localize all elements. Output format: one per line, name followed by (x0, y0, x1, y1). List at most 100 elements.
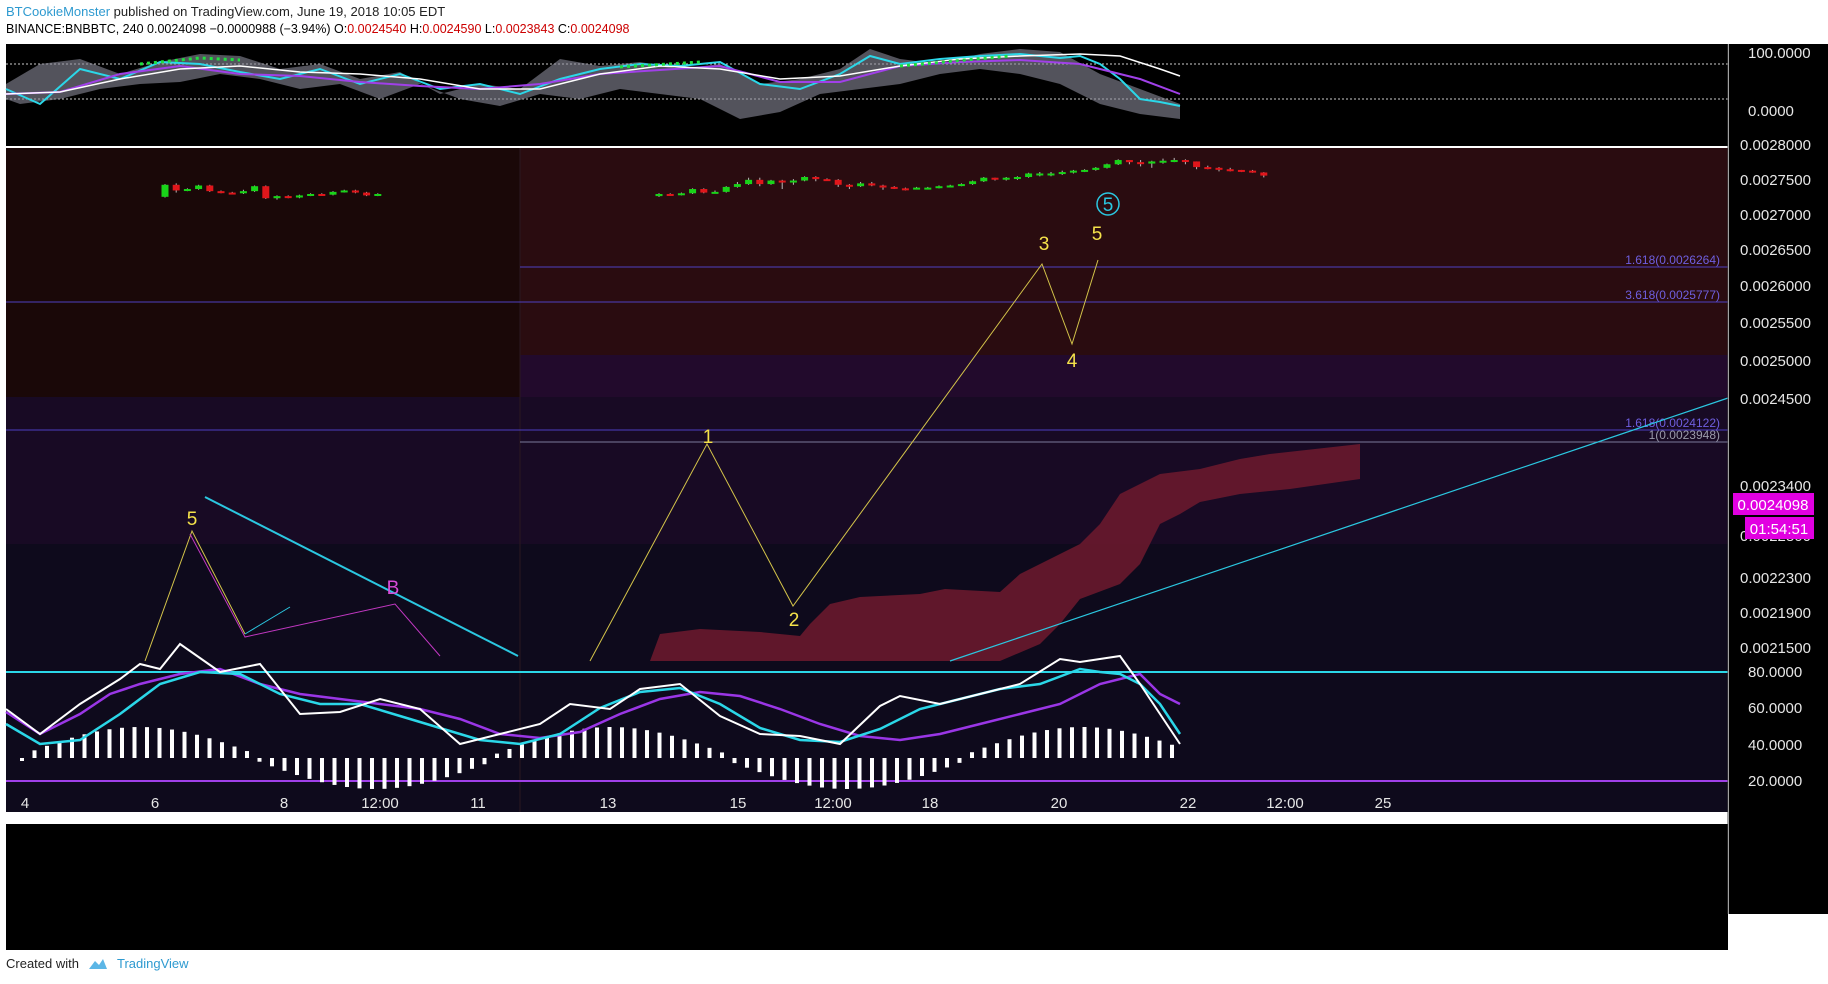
candle[interactable] (767, 180, 775, 185)
candle[interactable] (161, 184, 169, 197)
candle[interactable] (801, 177, 809, 181)
candle[interactable] (722, 186, 730, 192)
candle[interactable] (1047, 173, 1055, 176)
candle[interactable] (969, 181, 977, 185)
histogram-bar (920, 758, 924, 777)
candle[interactable] (1193, 161, 1201, 168)
candle[interactable] (262, 186, 270, 199)
candle[interactable] (700, 189, 708, 193)
candle[interactable] (251, 186, 259, 192)
candle[interactable] (1159, 160, 1167, 163)
time-axis[interactable] (6, 914, 1728, 950)
candle[interactable] (1103, 164, 1111, 168)
candle[interactable] (1092, 167, 1100, 170)
candle[interactable] (1058, 172, 1066, 175)
impulse-wave-path (589, 259, 1099, 662)
countdown-tag (1745, 517, 1814, 539)
candle[interactable] (1125, 160, 1133, 163)
candle[interactable] (1215, 167, 1223, 170)
candle[interactable] (1013, 177, 1021, 180)
candle[interactable] (1025, 173, 1033, 178)
candle[interactable] (1069, 170, 1077, 173)
candles[interactable] (161, 157, 1268, 200)
candle[interactable] (228, 192, 236, 195)
candle[interactable] (318, 193, 326, 196)
candle[interactable] (1204, 167, 1212, 170)
candle[interactable] (239, 191, 247, 194)
candle[interactable] (363, 192, 371, 196)
candle[interactable] (1181, 160, 1189, 163)
candle[interactable] (295, 195, 303, 198)
candle[interactable] (374, 193, 382, 196)
candle[interactable] (1081, 169, 1089, 172)
histogram-bar (120, 727, 124, 758)
candle[interactable] (733, 184, 741, 187)
upper-osc-dots (139, 56, 241, 66)
candle[interactable] (172, 184, 180, 191)
candle[interactable] (845, 184, 853, 187)
candle[interactable] (1226, 169, 1234, 172)
time-tick-label: 20 (1051, 795, 1068, 812)
candle[interactable] (1114, 160, 1122, 165)
candle[interactable] (195, 185, 203, 190)
candle[interactable] (1137, 162, 1145, 165)
high-value: 0.0024590 (422, 22, 482, 36)
candle[interactable] (1260, 172, 1268, 176)
candle[interactable] (913, 187, 921, 190)
candle[interactable] (935, 186, 943, 189)
histogram-bar (1007, 739, 1012, 758)
histogram-bar (795, 758, 799, 784)
candle[interactable] (756, 179, 764, 185)
candle[interactable] (711, 191, 719, 194)
candle[interactable] (183, 189, 191, 192)
tradingview-link[interactable]: TradingView (116, 956, 189, 971)
candle[interactable] (890, 186, 898, 189)
candle[interactable] (677, 193, 685, 196)
candle[interactable] (273, 196, 281, 199)
histogram-bar (145, 727, 149, 758)
candle[interactable] (991, 177, 999, 180)
candle[interactable] (901, 188, 909, 191)
descending-trendline[interactable] (204, 496, 519, 657)
candle[interactable] (980, 177, 988, 182)
candle[interactable] (1249, 170, 1257, 173)
candle[interactable] (329, 191, 337, 195)
candle[interactable] (778, 180, 786, 183)
histogram-bar (107, 729, 112, 758)
candle[interactable] (307, 193, 315, 196)
ascending-trendline[interactable] (949, 397, 1729, 662)
fib-label: 1.618(0.0026264) (1625, 253, 1720, 267)
candle[interactable] (1237, 169, 1245, 172)
candle[interactable] (868, 183, 876, 186)
candle[interactable] (823, 179, 831, 182)
histogram-bar (757, 758, 762, 773)
candle[interactable] (655, 193, 663, 197)
candle[interactable] (666, 193, 674, 196)
candle[interactable] (879, 185, 887, 188)
candle[interactable] (957, 184, 965, 187)
trendlines[interactable] (144, 259, 1729, 662)
candle[interactable] (1148, 161, 1156, 164)
candle[interactable] (924, 187, 932, 190)
candle[interactable] (206, 185, 214, 192)
candle[interactable] (217, 191, 225, 194)
candle[interactable] (745, 179, 753, 185)
author-link[interactable]: BTCookieMonster (6, 4, 111, 19)
candle[interactable] (351, 190, 359, 193)
price-axis[interactable] (1729, 44, 1828, 914)
candle[interactable] (1036, 173, 1044, 176)
candle[interactable] (284, 196, 292, 199)
candle[interactable] (946, 185, 954, 188)
price-tick-label: 0.0023400 (1740, 478, 1811, 495)
candle[interactable] (340, 190, 348, 193)
candle[interactable] (812, 177, 820, 180)
candle[interactable] (1002, 177, 1010, 180)
candle[interactable] (834, 179, 842, 185)
candle[interactable] (857, 183, 865, 187)
candle[interactable] (689, 189, 697, 194)
candle[interactable] (789, 180, 797, 183)
zone-lower-blue (6, 544, 1728, 812)
candle[interactable] (1170, 160, 1178, 163)
chart-canvas[interactable]: 1.618(0.0026264) 3.618(0.0025777) 1.618(0.… (0, 44, 1828, 950)
lower-osc-tick: 60.0000 (1748, 700, 1802, 717)
